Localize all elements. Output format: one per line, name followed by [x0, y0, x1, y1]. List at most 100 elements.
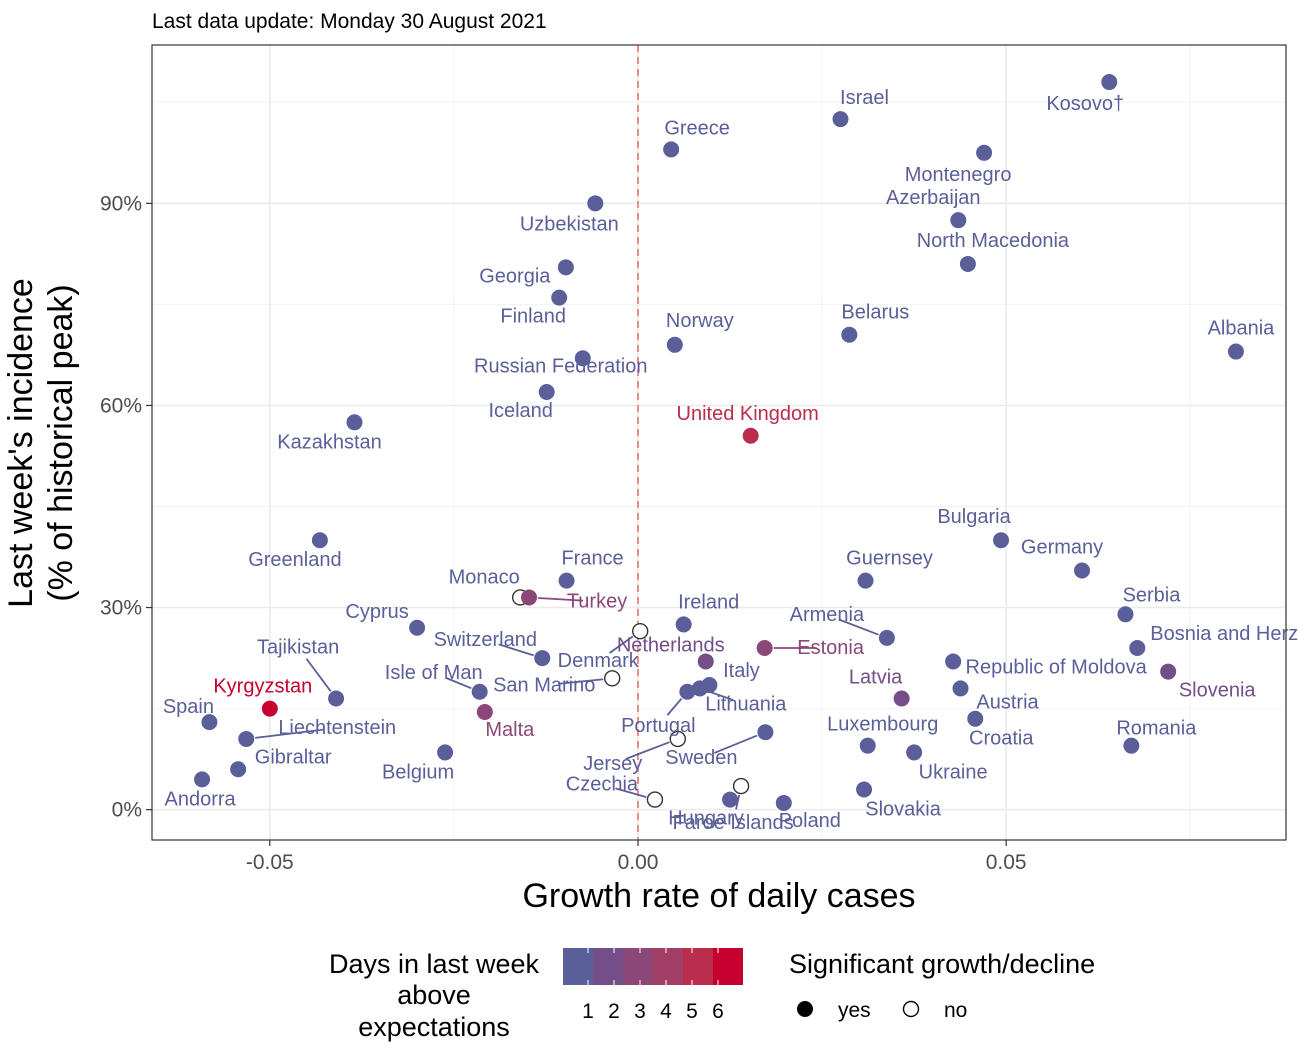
point-label-belarus: Belarus	[841, 302, 909, 324]
point-label-kyrgyzstan: Kyrgyzstan	[213, 676, 312, 698]
colorbar-segment	[683, 948, 713, 985]
point-label-romania: Romania	[1116, 718, 1197, 740]
point-label-netherlands: Netherlands	[617, 634, 725, 656]
data-point-faroe-islands	[732, 777, 750, 795]
y-tick-label: 0%	[112, 799, 142, 822]
point-label-serbia: Serbia	[1123, 584, 1182, 606]
data-point-georgia	[557, 259, 574, 276]
data-point-greenland	[311, 532, 328, 549]
point-label-belgium: Belgium	[382, 761, 454, 783]
point-label-gibraltar: Gibraltar	[255, 746, 332, 768]
point-label-italy: Italy	[723, 660, 760, 682]
point-label-isle-of-man: Isle of Man	[385, 662, 483, 684]
panel-border	[151, 44, 1287, 841]
point-label-czechia: Czechia	[566, 774, 639, 796]
data-point-malta	[476, 703, 493, 720]
x-axis-title: Growth rate of daily cases	[522, 877, 915, 915]
point-label-cyprus: Cyprus	[345, 601, 408, 623]
data-point-serbia	[1117, 606, 1134, 623]
data-point-portugal	[679, 683, 696, 700]
point-label-iceland: Iceland	[488, 400, 553, 422]
significance-legend-label-yes: yes	[838, 999, 871, 1022]
point-label-ukraine: Ukraine	[919, 761, 988, 783]
point-label-hungary: Hungary	[668, 808, 744, 830]
data-point-hungary	[722, 791, 739, 808]
plot-panel: Kosovo† Israel Greece Montenegro Uzbekistan A…	[151, 44, 1299, 841]
point-label-portugal: Portugal	[621, 715, 696, 737]
data-point-israel	[832, 111, 849, 128]
data-point-north-macedonia	[959, 255, 976, 272]
x-tick-label: 0.05	[986, 851, 1027, 874]
point-label-austria: Austria	[976, 691, 1039, 713]
point-label-republic-of-moldova: Republic of Moldova	[966, 656, 1148, 678]
point-label-slovenia: Slovenia	[1179, 680, 1257, 702]
data-point-cyprus	[409, 619, 426, 636]
data-point-netherlands	[697, 653, 714, 670]
data-point-france	[558, 572, 575, 589]
point-label-turkey: Turkey	[567, 590, 627, 612]
significance-legend: Significant growth/decline yes no	[789, 949, 1095, 1022]
colorbar-segment	[563, 948, 593, 985]
point-label-jersey: Jersey	[583, 753, 642, 775]
y-tick-label: 60%	[100, 394, 142, 417]
data-point-ukraine	[906, 744, 923, 761]
data-point-finland	[551, 289, 568, 306]
data-point-iceland	[538, 383, 555, 400]
leader-line-portugal	[666, 698, 683, 716]
y-axis-title: Last week's incidence (% of historical p…	[2, 278, 80, 608]
leader-line-armenia	[839, 619, 879, 636]
point-label-united-kingdom: United Kingdom	[677, 403, 819, 425]
data-point-gibraltar	[230, 761, 247, 778]
point-label-france: France	[561, 548, 623, 570]
leader-line-jersey	[625, 741, 670, 760]
data-point-andorra	[194, 771, 211, 788]
data-point-isle-of-man	[471, 683, 488, 700]
data-point-kazakhstan	[346, 414, 363, 431]
data-point-slovenia	[1160, 663, 1177, 680]
leader-line-liechtenstein	[255, 728, 324, 739]
data-point-turkey	[521, 589, 538, 606]
point-label-malta: Malta	[485, 719, 535, 741]
leader-line-faroe-islands	[735, 794, 741, 810]
leader-line-lithuania	[708, 690, 733, 701]
significance-legend-symbol-no	[902, 1000, 920, 1018]
leader-line-sweden	[714, 734, 758, 754]
data-point-armenia	[878, 629, 895, 646]
point-label-kazakhstan: Kazakhstan	[277, 431, 382, 453]
data-point-croatia	[967, 710, 984, 727]
point-label-north-macedonia: North Macedonia	[917, 230, 1070, 252]
point-label-slovakia: Slovakia	[865, 798, 941, 820]
colorbar-tick-label: 6	[712, 1000, 724, 1023]
data-point-san-marino	[604, 670, 621, 687]
point-label-greenland: Greenland	[248, 549, 341, 571]
data-point-luxembourg	[859, 737, 876, 754]
data-point-sweden	[757, 724, 774, 741]
point-label-lithuania: Lithuania	[705, 693, 787, 715]
data-point-latvia	[893, 690, 910, 707]
panel-background	[152, 45, 1286, 840]
colorbar-tick-label: 3	[634, 1000, 646, 1023]
point-label-latvia: Latvia	[849, 667, 903, 689]
colorbar-tick-label: 4	[660, 1000, 672, 1023]
point-label-liechtenstein: Liechtenstein	[278, 717, 396, 739]
y-axis: 0% 30% 60% 90%	[100, 192, 152, 822]
significance-legend-symbol-yes	[797, 1001, 813, 1017]
data-point-norway	[666, 336, 683, 353]
point-label-ireland: Ireland	[678, 591, 739, 613]
colorbar-tick-label: 5	[686, 1000, 698, 1023]
colorbar-tick-label: 2	[608, 1000, 620, 1023]
leader-line-tajikistan	[305, 658, 332, 692]
point-label-monaco: Monaco	[449, 566, 520, 588]
colorbar-segment	[653, 948, 683, 985]
point-label-sweden: Sweden	[665, 747, 737, 769]
point-label-andorra: Andorra	[164, 788, 236, 810]
y-axis-title-line2: (% of historical peak)	[42, 284, 80, 601]
data-point-romania	[1123, 737, 1140, 754]
data-point-montenegro	[976, 144, 993, 161]
point-label-poland: Poland	[779, 810, 841, 832]
point-label-albania: Albania	[1208, 318, 1276, 340]
data-point-greece	[663, 141, 680, 158]
point-label-spain: Spain	[163, 696, 214, 718]
